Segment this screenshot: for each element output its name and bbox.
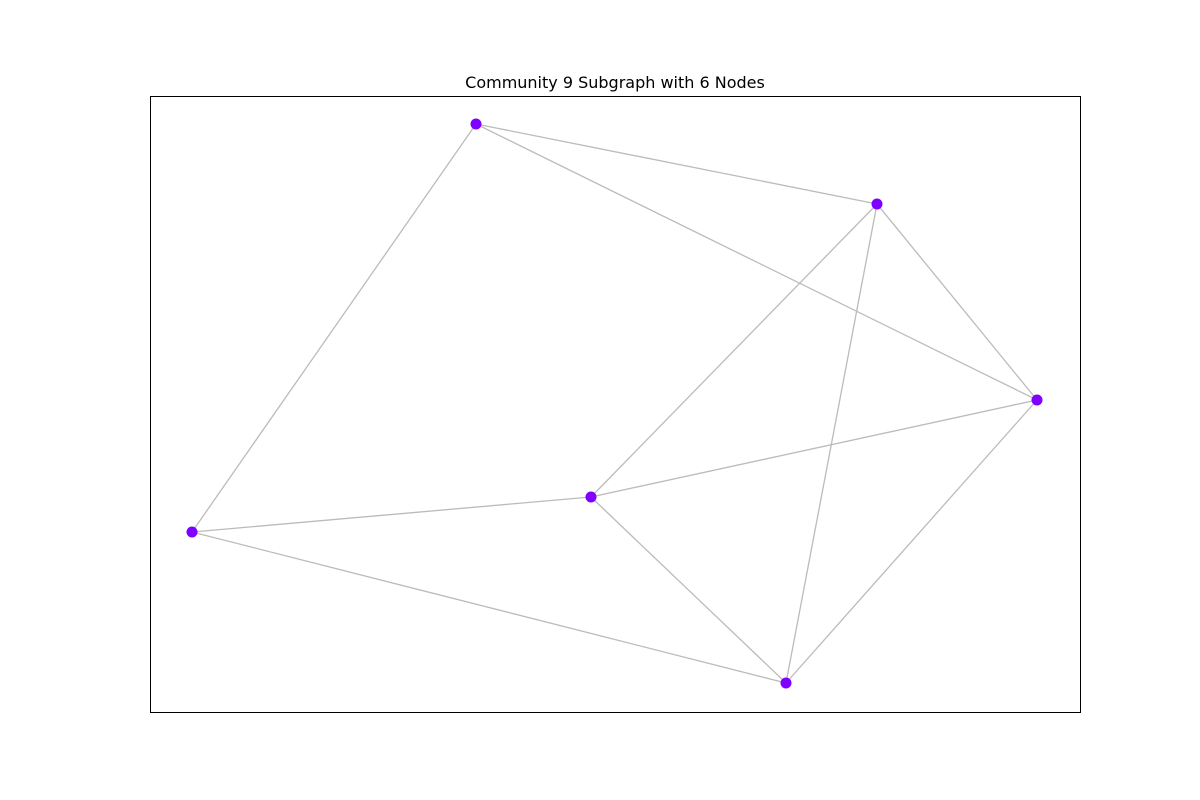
plot-frame — [150, 96, 1081, 713]
edge-n2-n3 — [876, 203, 1038, 401]
edge-layer — [191, 123, 1038, 684]
edge-n2-n4 — [590, 203, 878, 498]
edge-n1-n5 — [191, 123, 477, 533]
graph-node-n1 — [470, 118, 482, 130]
edge-n5-n6 — [191, 531, 787, 684]
edge-n4-n5 — [191, 496, 592, 533]
node-layer — [186, 118, 1043, 689]
edge-n2-n6 — [785, 203, 878, 684]
edge-n3-n4 — [590, 399, 1038, 498]
graph-node-n5 — [186, 526, 198, 538]
graph-node-n6 — [780, 677, 792, 689]
edge-n3-n6 — [785, 399, 1038, 684]
edge-n1-n2 — [475, 123, 878, 205]
edge-n1-n3 — [475, 123, 1038, 401]
graph-node-n2 — [871, 198, 883, 210]
graph-node-n3 — [1031, 394, 1043, 406]
edge-n4-n6 — [590, 496, 787, 684]
graph-node-n4 — [585, 491, 597, 503]
graph-title: Community 9 Subgraph with 6 Nodes — [465, 73, 765, 92]
